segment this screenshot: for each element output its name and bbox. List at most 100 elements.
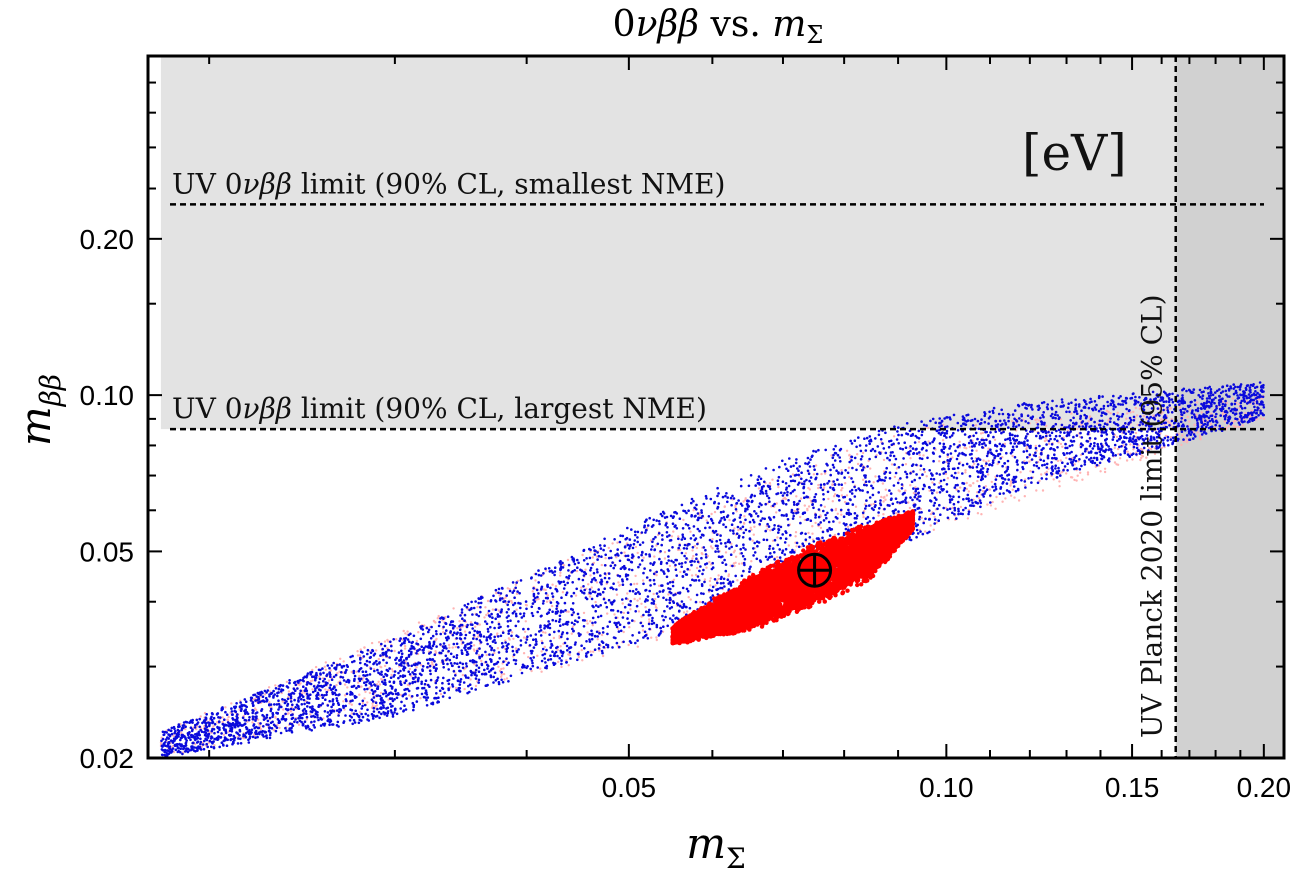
scatter-point-scan-points-light-: [668, 564, 672, 568]
scatter-point-scan-points-light-: [935, 491, 939, 494]
scatter-point-scan-points: [678, 591, 682, 594]
scatter-point-scan-points: [590, 597, 594, 601]
scatter-point-scan-points: [842, 522, 846, 525]
scatter-point-scan-points: [956, 454, 960, 457]
scatter-point-scan-points: [947, 462, 950, 465]
scatter-point-scan-points: [1040, 451, 1043, 455]
scatter-point-scan-points-light-: [1028, 460, 1031, 463]
scatter-point-scan-points: [268, 695, 271, 698]
scatter-point-scan-points: [657, 519, 661, 523]
scatter-point-scan-points-light-: [814, 521, 817, 525]
scatter-point-scan-points-light-: [973, 462, 976, 465]
scatter-point-scan-points: [281, 684, 285, 687]
scatter-point-scan-points-light-: [811, 525, 814, 528]
scatter-point-scan-points: [351, 722, 355, 726]
scatter-point-scan-points-light-: [941, 439, 945, 442]
scatter-point-scan-points-light-: [596, 638, 599, 641]
scatter-point-scan-points: [205, 738, 209, 742]
scatter-point-scan-points: [722, 516, 726, 519]
scatter-point-scan-points: [967, 441, 971, 445]
scatter-point-scan-points: [558, 620, 561, 623]
scatter-point-scan-points-light-: [1038, 456, 1041, 459]
scatter-point-scan-points-light-: [289, 710, 293, 713]
scatter-point-scan-points: [1007, 473, 1011, 477]
scatter-point-scan-points: [570, 555, 574, 559]
scatter-point-scan-points: [1013, 434, 1017, 438]
scatter-point-scan-points: [591, 616, 595, 620]
scatter-point-scan-points: [346, 665, 350, 668]
scatter-point-scan-points: [1239, 383, 1243, 386]
scatter-point-scan-points-light-: [1086, 471, 1090, 474]
scatter-point-scan-points: [484, 672, 487, 675]
scatter-point-scan-points: [1090, 400, 1093, 404]
scatter-point-scan-points-light-: [1045, 439, 1049, 442]
scatter-point-scan-points-light-: [1169, 436, 1173, 439]
scatter-point-scan-points: [245, 705, 248, 709]
scatter-point-scan-points-light-: [972, 482, 975, 485]
scatter-point-scan-points: [1112, 435, 1115, 439]
scatter-point-scan-points-light-: [503, 678, 506, 681]
scatter-point-scan-points: [700, 509, 703, 512]
scatter-point-scan-points: [984, 444, 987, 447]
scatter-point-scan-points: [1225, 393, 1228, 397]
scatter-point-scan-points: [942, 506, 945, 510]
scatter-point-scan-points: [1098, 461, 1102, 465]
scatter-point-scan-points: [918, 517, 921, 521]
scatter-point-scan-points: [435, 692, 438, 695]
scatter-point-scan-points: [661, 538, 664, 541]
scatter-point-scan-points: [464, 633, 468, 637]
scatter-point-scan-points-light-: [601, 654, 605, 658]
scatter-point-scan-points: [907, 453, 911, 456]
scatter-point-scan-points-light-: [559, 571, 562, 574]
scatter-point-scan-points: [622, 625, 626, 629]
scatter-point-scan-points: [230, 707, 233, 710]
scatter-point-scan-points: [711, 529, 715, 533]
scatter-point-scan-points: [1083, 413, 1086, 417]
scatter-point-scan-points-light-: [990, 480, 993, 484]
scatter-point-scan-points: [403, 661, 406, 665]
scatter-point-scan-points-light-: [964, 469, 967, 472]
scatter-point-scan-points: [288, 681, 291, 685]
scatter-point-scan-points-light-: [380, 666, 383, 669]
scatter-point-scan-points-light-: [830, 454, 833, 457]
scatter-point-scan-points: [301, 678, 305, 682]
scatter-point-scan-points: [519, 606, 522, 610]
scatter-point-scan-points: [244, 719, 248, 722]
scatter-point-scan-points-light-: [493, 651, 496, 655]
scatter-point-scan-points-light-: [634, 545, 638, 549]
scatter-point-scan-points: [735, 532, 739, 535]
scatter-point-scan-points-light-: [682, 611, 686, 614]
scatter-point-scan-points: [408, 682, 412, 685]
scatter-point-scan-points: [459, 614, 462, 617]
scatter-point-scan-points-light-: [695, 546, 699, 550]
scatter-point-scan-points: [385, 714, 389, 717]
scatter-point-scan-points: [1101, 395, 1104, 398]
scatter-point-scan-points-light-: [1088, 439, 1092, 442]
scatter-point-scan-points: [772, 515, 776, 519]
scatter-point-scan-points-light-: [281, 700, 284, 703]
scatter-point-scan-points: [1015, 438, 1019, 442]
scatter-point-scan-points: [928, 486, 931, 489]
scatter-point-scan-points-light-: [497, 609, 501, 612]
scatter-point-scan-points: [646, 524, 650, 527]
scatter-point-scan-points: [1232, 383, 1235, 386]
scatter-point-scan-points: [532, 587, 535, 590]
scatter-point-scan-points: [474, 600, 477, 603]
scatter-point-scan-points: [994, 419, 998, 423]
scatter-point-scan-points-light-: [629, 608, 632, 611]
scatter-point-scan-points: [660, 568, 663, 572]
scatter-point-scan-points: [372, 710, 376, 713]
scatter-point-scan-points: [597, 647, 601, 650]
scatter-point-scan-points: [310, 715, 313, 718]
scatter-point-scan-points: [912, 452, 915, 456]
scatter-point-scan-points-light-: [335, 684, 338, 687]
scatter-point-scan-points: [251, 715, 255, 718]
scatter-point-scan-points-light-: [586, 631, 589, 634]
scatter-point-scan-points: [400, 683, 403, 686]
scatter-point-scan-points: [573, 562, 577, 566]
scatter-point-scan-points-light-: [848, 453, 851, 457]
scatter-point-scan-points: [653, 582, 656, 586]
scatter-point-scan-points-light-: [1080, 423, 1083, 426]
scatter-point-scan-points: [198, 733, 201, 737]
scatter-point-scan-points: [610, 608, 613, 612]
